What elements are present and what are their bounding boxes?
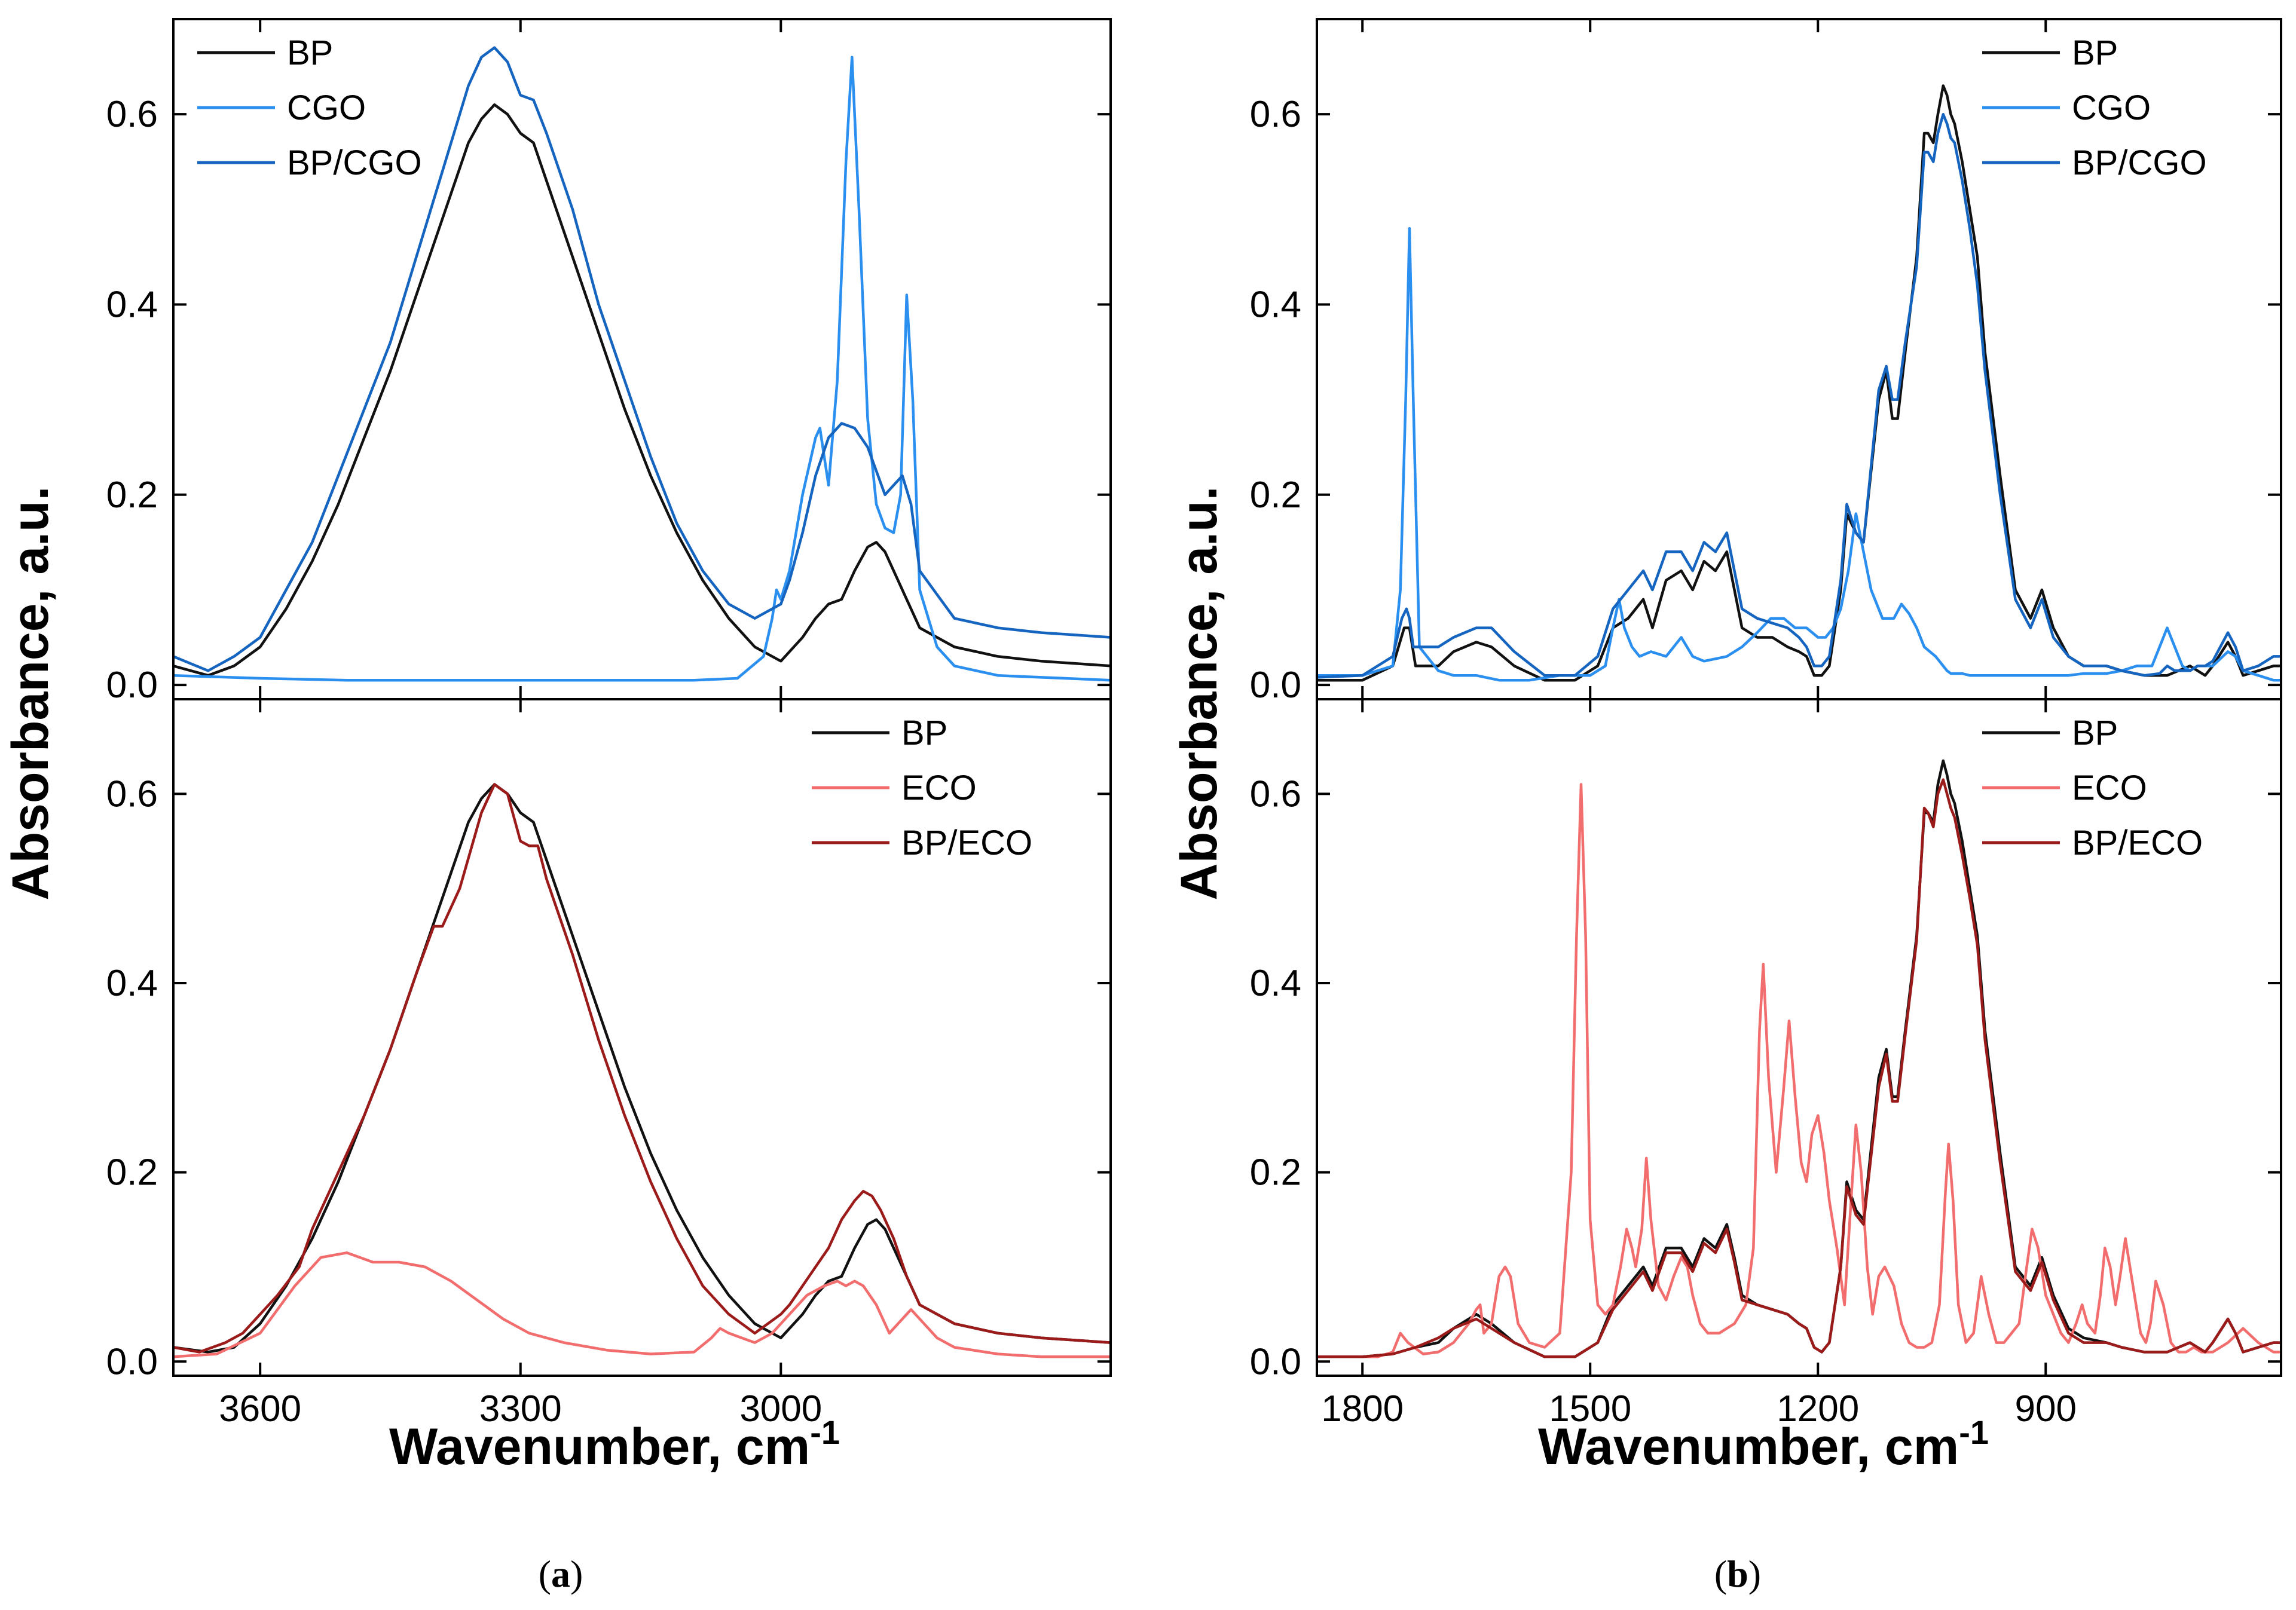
legend-label: ECO	[2072, 769, 2147, 807]
x-tick-label: 3300	[479, 1388, 562, 1430]
y-tick-label: 0.6	[1250, 94, 1301, 135]
panel-b-top: 0.0 0.2 0.4 0.6 BP CGO BP/CGO	[1250, 18, 2282, 706]
xlabel-b: Wavenumber, cm-1	[1538, 1413, 1989, 1476]
series-group	[173, 783, 1111, 1358]
y-tick-label: 0.0	[1250, 665, 1301, 706]
plot-frame	[1316, 698, 2282, 1377]
series-line-cgo	[1317, 226, 2281, 682]
y-tick-label: 0.4	[106, 963, 158, 1004]
series-group	[173, 46, 1111, 682]
legend-label: CGO	[2072, 88, 2151, 127]
y-tick-label: 0.2	[106, 1152, 158, 1193]
legend: BP CGO BP/CGO	[197, 33, 422, 182]
x-tick-label: 1200	[1777, 1388, 1859, 1430]
x-tick-label: 3600	[219, 1388, 301, 1430]
legend-label: BP/CGO	[2072, 143, 2207, 182]
series-line-eco	[1317, 783, 2281, 1358]
xlabel-b-text: Wavenumber, cm	[1538, 1418, 1959, 1476]
legend-label: BP	[901, 714, 947, 752]
y-tick-label: 0.6	[106, 773, 158, 815]
y-tick-label: 0.2	[106, 475, 158, 516]
caption-b-letter: b	[1727, 1553, 1748, 1595]
legend-label: BP/ECO	[2072, 824, 2203, 862]
x-tick-label: 1500	[1549, 1388, 1631, 1430]
panel-b-bottom: 0.0 0.2 0.4 0.6 1800 1500 1200 900 BP ECO BP/ECO	[1250, 698, 2282, 1430]
ylabel-a: Absorbance, a.u.	[2, 486, 59, 901]
x-tick-label: 1800	[1321, 1388, 1404, 1430]
plot-frame	[172, 698, 1112, 1377]
y-tick-label: 0.4	[1250, 963, 1301, 1004]
series-line-bp-cgo	[173, 46, 1111, 672]
caption-b-open: (	[1714, 1553, 1727, 1595]
x-tick-label: 900	[2015, 1388, 2077, 1430]
legend: BP ECO BP/ECO	[812, 714, 1032, 862]
caption-b: (b)	[1714, 1553, 1761, 1595]
y-tick-label: 0.6	[1250, 773, 1301, 815]
caption-b-close: )	[1748, 1553, 1761, 1595]
series-group	[1317, 759, 2281, 1358]
y-tick-label: 0.0	[1250, 1341, 1301, 1382]
y-tick-label: 0.0	[106, 665, 158, 706]
y-tick-label: 0.2	[1250, 1152, 1301, 1193]
panel-a-bottom: 0.0 0.2 0.4 0.6 3600 3300 3000 BP ECO BP/ECO	[106, 698, 1112, 1430]
y-tick-label: 0.4	[1250, 284, 1301, 325]
caption-a: (a)	[539, 1553, 583, 1595]
series-line-bp-eco	[173, 783, 1111, 1354]
legend-label: BP/CGO	[287, 143, 422, 182]
legend-label: BP	[2072, 33, 2118, 72]
series-line-eco	[173, 1251, 1111, 1358]
x-tick-label: 3000	[739, 1388, 822, 1430]
series-line-bp-cgo	[1317, 112, 2281, 679]
ylabel-b: Absorbance, a.u.	[1170, 486, 1228, 901]
legend-label: BP	[2072, 714, 2118, 752]
legend-label: ECO	[901, 769, 977, 807]
legend-label: CGO	[287, 88, 366, 127]
series-group	[1317, 84, 2281, 682]
y-tick-label: 0.0	[106, 1341, 158, 1382]
xlabel-b-sup: -1	[1959, 1413, 1989, 1451]
xlabel-a-text: Wavenumber, cm	[389, 1418, 810, 1476]
legend-label: BP	[287, 33, 333, 72]
caption-a-close: )	[570, 1553, 583, 1595]
panel-a-top: 0.0 0.2 0.4 0.6 BP CGO BP/CGO	[106, 18, 1112, 706]
legend: BP ECO BP/ECO	[1982, 714, 2203, 862]
xlabel-a: Wavenumber, cm-1	[389, 1413, 840, 1476]
caption-a-letter: a	[551, 1553, 570, 1595]
caption-a-open: (	[539, 1553, 551, 1595]
y-tick-label: 0.6	[106, 94, 158, 135]
legend-label: BP/ECO	[901, 824, 1032, 862]
y-tick-label: 0.4	[106, 284, 158, 325]
legend: BP CGO BP/CGO	[1982, 33, 2207, 182]
series-line-bp	[173, 103, 1111, 677]
xlabel-a-sup: -1	[810, 1413, 840, 1451]
series-line-bp-eco	[1317, 778, 2281, 1358]
y-tick-label: 0.2	[1250, 475, 1301, 516]
